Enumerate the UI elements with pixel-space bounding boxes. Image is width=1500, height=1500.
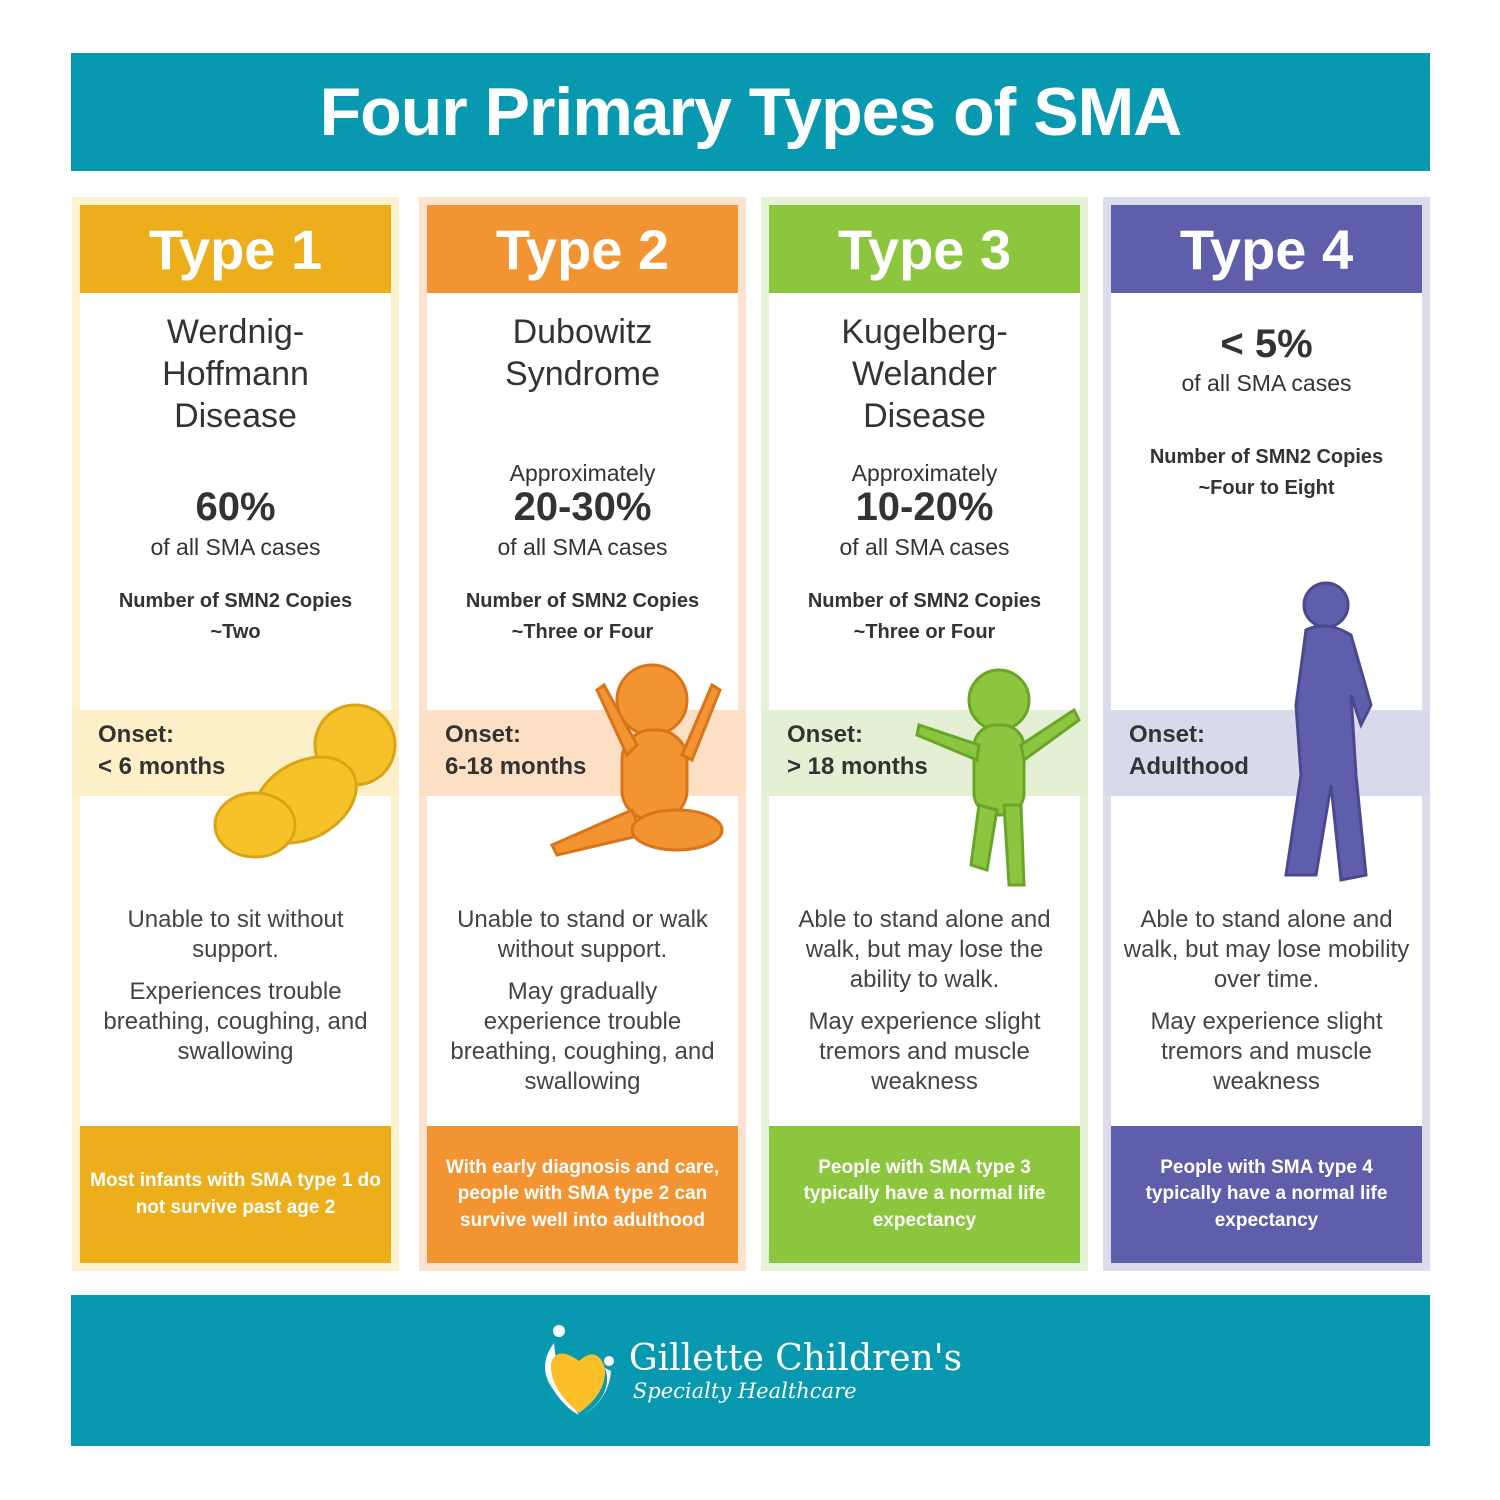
name-line: Hoffmann <box>162 355 309 393</box>
type-3-column: Type 3 Kugelberg- Welander Disease Appro… <box>761 197 1088 1271</box>
description-2: Experiences trouble breathing, coughing,… <box>103 978 368 1065</box>
descriptions: Unable to sit without support. Experienc… <box>80 905 391 1120</box>
descriptions: Unable to stand or walk without support.… <box>427 905 738 1120</box>
description-1: Unable to sit without support. <box>127 906 344 963</box>
name-line: Werdnig- <box>166 313 305 351</box>
toddler-walking-icon <box>915 668 1081 887</box>
name-line: Syndrome <box>505 355 660 393</box>
name-line: Welander <box>852 355 997 393</box>
percent: 60% <box>195 485 276 529</box>
onset-value: Adulthood <box>1129 753 1249 780</box>
type-2-header: Type 2 <box>427 205 738 293</box>
smn2-label: Number of SMN2 Copies <box>807 590 1042 612</box>
smn2-value: ~Three or Four <box>511 621 654 643</box>
descriptions: Able to stand alone and walk, but may lo… <box>1111 905 1422 1120</box>
smn2-value: ~Two <box>210 621 261 643</box>
type-name: Werdnig- Hoffmann Disease <box>72 311 399 437</box>
name-line: Disease <box>863 397 986 435</box>
type-1-header: Type 1 <box>80 205 391 293</box>
title-banner: Four Primary Types of SMA <box>71 53 1430 171</box>
logo-tagline: Specialty Healthcare <box>632 1379 857 1403</box>
type-2-column: Type 2 Dubowitz Syndrome Approximately 2… <box>419 197 746 1271</box>
baby-sitting-icon <box>549 663 724 857</box>
infant-lying-icon <box>213 703 397 859</box>
approx-label: Approximately <box>851 460 998 486</box>
smn2-label: Number of SMN2 Copies <box>1149 446 1384 468</box>
onset-value: > 18 months <box>787 753 928 780</box>
onset-band <box>1103 710 1430 796</box>
type-4-header: Type 4 <box>1111 205 1422 293</box>
footer-note: People with SMA type 3 typically have a … <box>769 1126 1080 1263</box>
footer-banner: Gillette Children's Specialty Healthcare <box>71 1295 1430 1446</box>
smn2-label: Number of SMN2 Copies <box>465 590 700 612</box>
name-line: Dubowitz <box>512 313 653 351</box>
description-1: Able to stand alone and walk, but may lo… <box>798 906 1051 993</box>
footer-note: People with SMA type 4 typically have a … <box>1111 1126 1422 1263</box>
description-2: May experience slight tremors and muscle… <box>1150 1008 1383 1095</box>
onset-label: Onset: <box>98 721 175 748</box>
type-name: Dubowitz Syndrome <box>419 311 746 395</box>
description-1: Unable to stand or walk without support. <box>457 906 708 963</box>
cases-label: of all SMA cases <box>150 534 321 560</box>
percent: < 5% <box>1220 322 1313 366</box>
footer-note: With early diagnosis and care, people wi… <box>427 1126 738 1263</box>
gillette-logo-icon <box>544 1325 614 1415</box>
description-2: May experience slight tremors and muscle… <box>808 1008 1041 1095</box>
cases-label: of all SMA cases <box>1181 370 1352 396</box>
smn2-label: Number of SMN2 Copies <box>118 590 353 612</box>
onset-label: Onset: <box>445 721 522 748</box>
description-1: Able to stand alone and walk, but may lo… <box>1123 906 1410 993</box>
cases-label: of all SMA cases <box>497 534 668 560</box>
onset: Onset: < 6 months <box>98 719 225 783</box>
logo-text: Gillette Children's Specialty Healthcare <box>629 1338 962 1403</box>
onset: Onset: Adulthood <box>1129 719 1249 783</box>
logo-name: Gillette Children's <box>628 1338 963 1379</box>
smn2-value: ~Three or Four <box>853 621 996 643</box>
type-name: Kugelberg- Welander Disease <box>761 311 1088 437</box>
adult-standing-icon <box>1284 581 1373 882</box>
description-2: May gradually experience trouble breathi… <box>450 978 715 1095</box>
onset-label: Onset: <box>1129 721 1206 748</box>
page-title: Four Primary Types of SMA <box>319 74 1183 150</box>
onset: Onset: 6-18 months <box>445 719 586 783</box>
name-line: Disease <box>174 397 297 435</box>
cases-label: of all SMA cases <box>839 534 1010 560</box>
footer-note: Most infants with SMA type 1 do not surv… <box>80 1126 391 1263</box>
type-3-header: Type 3 <box>769 205 1080 293</box>
smn2-value: ~Four to Eight <box>1198 477 1335 499</box>
onset-value: 6-18 months <box>445 753 587 780</box>
onset: Onset: > 18 months <box>787 719 928 783</box>
approx-label: Approximately <box>509 460 656 486</box>
name-line: Kugelberg- <box>841 313 1008 351</box>
descriptions: Able to stand alone and walk, but may lo… <box>769 905 1080 1120</box>
onset-label: Onset: <box>787 721 864 748</box>
percent: 10-20% <box>855 485 994 529</box>
percent: 20-30% <box>513 485 652 529</box>
type-4-column: Type 4 < 5% of all SMA cases Number of S… <box>1103 197 1430 1271</box>
onset-value: < 6 months <box>98 753 226 780</box>
type-1-column: Type 1 Werdnig- Hoffmann Disease 60% of … <box>72 197 399 1271</box>
